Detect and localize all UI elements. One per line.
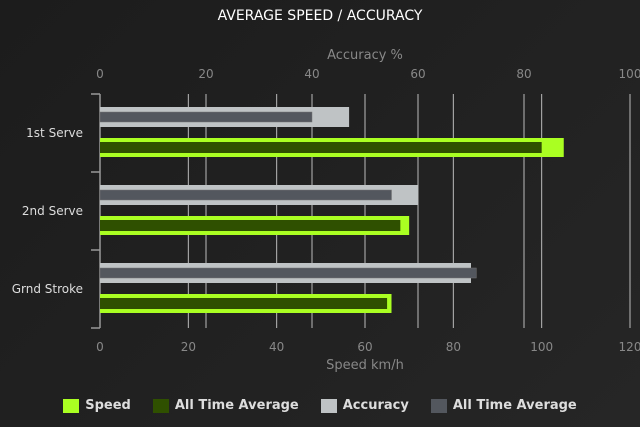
- speed-tick-label: 0: [96, 340, 104, 354]
- accuracy-axis-label: Accuracy %: [327, 48, 403, 63]
- speed-tick-label: 40: [269, 340, 284, 354]
- legend: Speed All Time Average Accuracy All Time Av…: [0, 398, 640, 413]
- speed-tick-label: 60: [357, 340, 372, 354]
- legend-item[interactable]: All Time Average: [430, 398, 577, 413]
- legend-swatch: [63, 398, 80, 413]
- legend-label: Accuracy: [342, 398, 409, 413]
- accuracy-average-bar: [99, 267, 477, 279]
- legend-label: All Time Average: [452, 398, 577, 413]
- legend-swatch: [430, 398, 447, 413]
- speed-average-bar: [100, 298, 388, 309]
- legend-label: All Time Average: [174, 398, 299, 413]
- speed-tick-label: 100: [530, 340, 553, 354]
- speed-average-bar: [100, 220, 401, 231]
- category-label: Grnd Stroke: [12, 282, 83, 296]
- category-label: 1st Serve: [26, 126, 83, 140]
- accuracy-tick-label: 20: [198, 67, 213, 81]
- speed-tick-label: 120: [619, 340, 640, 354]
- legend-label: Speed: [85, 398, 131, 413]
- accuracy-average-bar: [99, 111, 313, 123]
- category-label: 2nd Serve: [22, 204, 83, 218]
- legend-item[interactable]: Accuracy: [320, 398, 409, 413]
- accuracy-tick-label: 80: [516, 67, 531, 81]
- legend-item[interactable]: Speed: [63, 398, 131, 413]
- accuracy-average-bar: [99, 189, 392, 201]
- accuracy-tick-label: 40: [304, 67, 319, 81]
- legend-item[interactable]: All Time Average: [152, 398, 299, 413]
- legend-swatch: [152, 398, 169, 413]
- legend-swatch: [320, 398, 337, 413]
- speed-average-bar: [100, 142, 542, 153]
- speed-tick-label: 80: [446, 340, 461, 354]
- accuracy-tick-label: 60: [410, 67, 425, 81]
- chart-title: AVERAGE SPEED / ACCURACY: [217, 8, 423, 24]
- accuracy-tick-label: 100: [619, 67, 640, 81]
- accuracy-tick-label: 0: [96, 67, 104, 81]
- speed-tick-label: 20: [181, 340, 196, 354]
- speed-axis-label: Speed km/h: [326, 358, 404, 373]
